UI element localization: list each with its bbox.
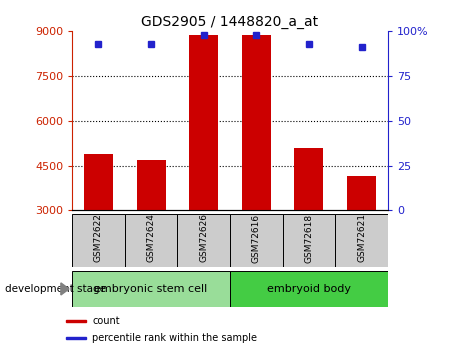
Bar: [335, 214, 388, 267]
Text: GSM72616: GSM72616: [252, 214, 261, 263]
Text: count: count: [92, 316, 120, 326]
Text: embryonic stem cell: embryonic stem cell: [94, 284, 208, 294]
Text: GSM72624: GSM72624: [147, 214, 156, 263]
Bar: [347, 176, 376, 210]
Bar: [66, 337, 86, 339]
Bar: [125, 214, 177, 267]
Title: GDS2905 / 1448820_a_at: GDS2905 / 1448820_a_at: [142, 14, 318, 29]
Text: development stage: development stage: [5, 284, 106, 294]
Bar: [242, 35, 271, 210]
Text: GSM72618: GSM72618: [304, 214, 313, 263]
Bar: [84, 154, 113, 210]
Bar: [283, 214, 335, 267]
Bar: [177, 214, 230, 267]
Bar: [66, 320, 86, 322]
Bar: [189, 35, 218, 210]
Bar: [295, 148, 323, 210]
Bar: [72, 271, 230, 307]
Text: embryoid body: embryoid body: [267, 284, 351, 294]
Text: GSM72622: GSM72622: [94, 214, 103, 263]
Bar: [230, 214, 283, 267]
Text: GSM72626: GSM72626: [199, 214, 208, 263]
Bar: [137, 160, 166, 210]
Text: percentile rank within the sample: percentile rank within the sample: [92, 333, 258, 343]
Bar: [72, 214, 125, 267]
Text: GSM72621: GSM72621: [357, 214, 366, 263]
Bar: [230, 271, 388, 307]
